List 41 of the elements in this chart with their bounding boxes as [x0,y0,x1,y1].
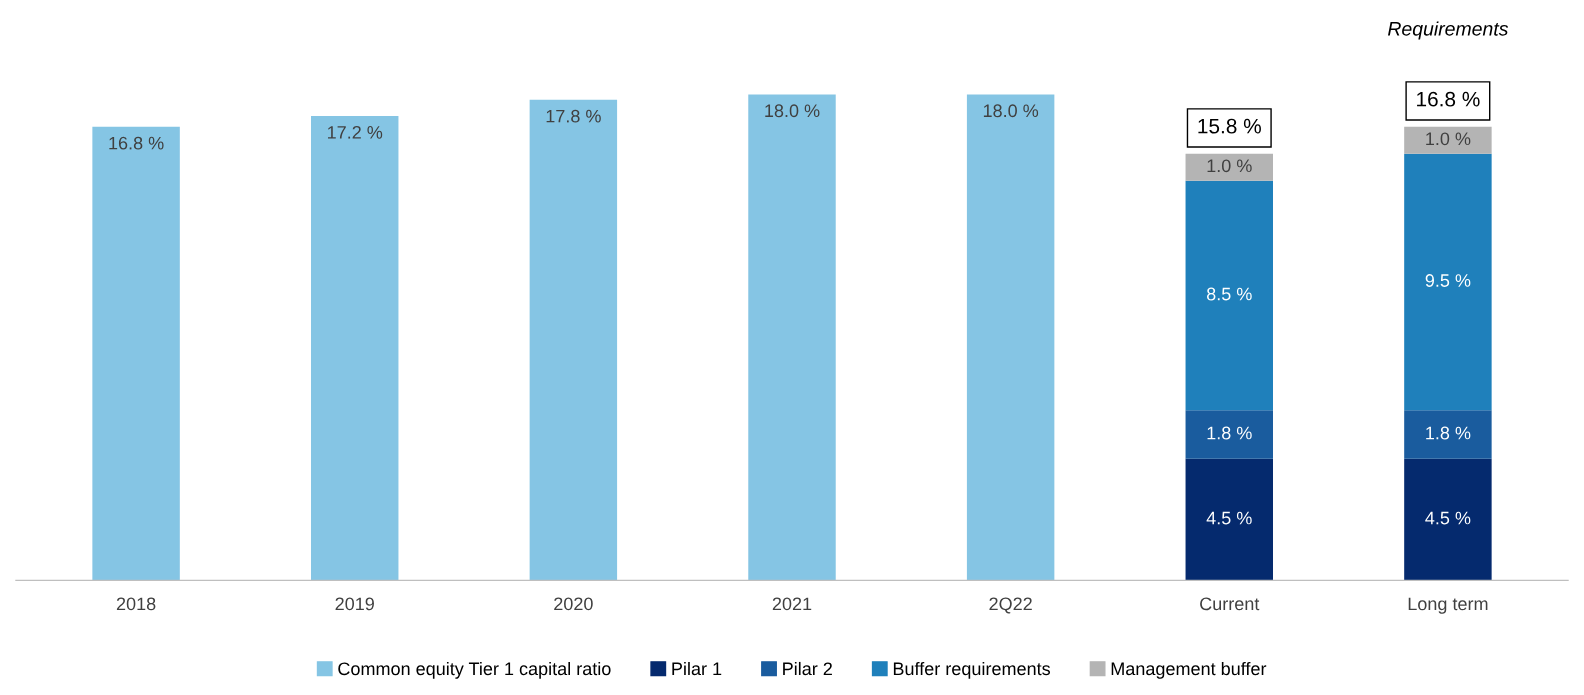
bar [1185,410,1273,459]
data-label: 17.8 % [546,109,601,123]
data-label: 16.8 % [109,136,164,150]
data-label: 18.0 % [983,104,1039,118]
data-label: 18.0 % [765,104,820,118]
total-label: 16.8 % [1417,91,1480,107]
x-tick-label: 2018 [116,597,156,611]
data-label: 9.5 % [1425,274,1471,287]
bar [1185,153,1273,181]
data-label: 1.0 % [1426,132,1471,146]
bar [311,116,399,581]
bar [1185,180,1273,411]
bar [92,126,180,581]
data-label: 1.8 % [1207,426,1252,440]
legend-label: Pilar 2 [783,661,832,676]
legend-label: Management buffer [1111,661,1267,679]
x-tick-label: 2020 [554,597,593,611]
data-label: 4.5 % [1425,511,1471,525]
x-tick-label: Current [1200,597,1260,611]
legend-label: Pilar 1 [672,661,722,676]
x-tick-label: 2Q22 [989,597,1032,614]
x-tick-label: Long term [1408,597,1488,614]
x-tick-label: 2021 [772,597,812,611]
legend-label: Buffer requirements [893,661,1051,679]
legend-label: Common equity Tier 1 capital ratio [338,661,611,679]
bar [1185,458,1273,581]
data-label: 1.8 % [1426,426,1471,440]
text: Requirements [1387,21,1509,40]
data-label: 1.0 % [1207,159,1252,173]
data-label: 4.5 % [1206,511,1252,525]
x-tick-label: 2019 [335,597,374,611]
data-label: 17.2 % [328,125,383,139]
bar [1404,458,1492,581]
total-label: 15.8 % [1198,118,1261,134]
bar [966,94,1055,581]
bar [1404,410,1492,459]
bar [748,94,836,581]
bar [529,99,618,581]
data-label: 8.5 % [1206,287,1252,301]
bar [1404,153,1492,411]
bar [1404,126,1492,154]
